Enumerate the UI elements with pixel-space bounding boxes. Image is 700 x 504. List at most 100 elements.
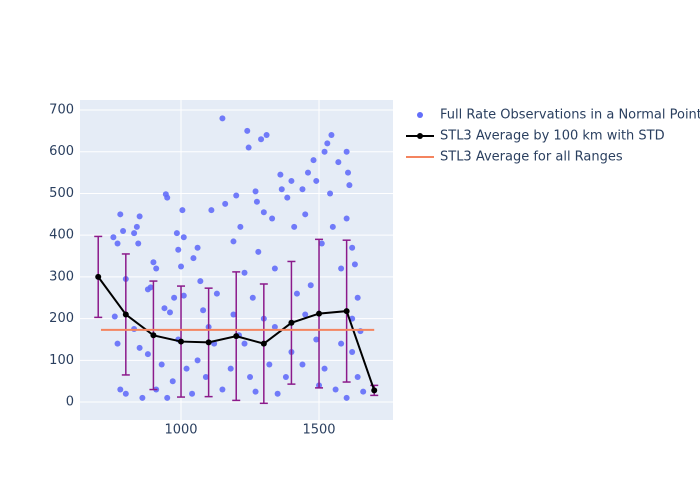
scatter-point — [332, 386, 339, 393]
scatter-point — [299, 186, 306, 193]
scatter-point — [179, 207, 186, 214]
scatter-point — [260, 209, 267, 216]
scatter-point — [329, 223, 336, 230]
y-tick-label: 300 — [49, 269, 74, 284]
scatter-point — [136, 213, 143, 220]
scatter-point — [252, 388, 259, 395]
scatter-point — [304, 169, 311, 176]
legend-label: Full Rate Observations in a Normal Point — [440, 108, 700, 123]
scatter-point — [354, 374, 361, 381]
scatter-point — [252, 188, 259, 195]
scatter-point — [299, 361, 306, 368]
scatter-point — [158, 361, 165, 368]
scatter-point — [194, 357, 201, 364]
scatter-point — [274, 390, 281, 397]
legend-marker — [417, 133, 423, 139]
legend-label: STL3 Average by 100 km with STD — [440, 129, 665, 144]
scatter-point — [277, 171, 284, 178]
scatter-point — [302, 311, 309, 318]
scatter-point — [114, 240, 121, 247]
scatter-point — [288, 177, 295, 184]
legend-label: STL3 Average for all Ranges — [440, 150, 623, 165]
y-tick-label: 200 — [49, 311, 74, 326]
scatter-point — [131, 230, 138, 237]
scatter-point — [164, 194, 171, 201]
scatter-point — [230, 238, 237, 245]
scatter-point — [360, 388, 367, 395]
scatter-point — [208, 207, 215, 214]
scatter-point — [255, 248, 262, 255]
scatter-point — [222, 200, 229, 207]
scatter-point — [321, 148, 328, 155]
scatter-point — [180, 292, 187, 299]
scatter-point — [338, 340, 345, 347]
scatter-point — [200, 307, 207, 314]
scatter-point — [271, 265, 278, 272]
scatter-point — [343, 215, 350, 222]
scatter-point — [169, 378, 176, 385]
scatter-point — [233, 192, 240, 199]
scatter-point — [153, 265, 160, 272]
scatter-point — [310, 157, 317, 164]
scatter-point — [183, 365, 190, 372]
scatter-point — [120, 228, 127, 235]
scatter-point — [302, 211, 309, 218]
legend-marker — [417, 112, 423, 118]
scatter-point — [197, 278, 204, 285]
scatter-point — [271, 323, 278, 330]
scatter-point — [247, 374, 254, 381]
x-tick-label: 1500 — [302, 423, 335, 438]
y-tick-label: 100 — [49, 353, 74, 368]
line-marker — [343, 308, 350, 315]
scatter-point — [313, 177, 320, 184]
scatter-point — [241, 269, 248, 276]
line-marker — [178, 338, 185, 345]
scatter-point — [237, 223, 244, 230]
scatter-point — [282, 374, 289, 381]
y-tick-label: 700 — [49, 103, 74, 118]
scatter-point — [258, 136, 265, 143]
scatter-point — [110, 234, 117, 241]
line-marker — [316, 310, 323, 317]
scatter-point — [175, 246, 182, 253]
scatter-point — [335, 159, 342, 166]
scatter-point — [343, 394, 350, 401]
line-marker — [122, 311, 129, 318]
line-marker — [260, 340, 267, 347]
scatter-point — [328, 132, 335, 139]
scatter-point — [241, 340, 248, 347]
line-marker — [205, 339, 212, 346]
scatter-point — [202, 374, 209, 381]
scatter-point — [194, 244, 201, 251]
scatter-point — [313, 336, 320, 343]
scatter-point — [249, 294, 256, 301]
scatter-point — [307, 282, 314, 289]
scatter-point — [227, 365, 234, 372]
scatter-point — [284, 194, 291, 201]
y-tick-label: 0 — [66, 395, 74, 410]
scatter-point — [213, 290, 220, 297]
line-marker — [233, 333, 240, 340]
scatter-point — [253, 198, 260, 205]
scatter-point — [114, 340, 121, 347]
scatter-point — [166, 309, 173, 316]
scatter-point — [349, 244, 356, 251]
y-tick-label: 500 — [49, 186, 74, 201]
scatter-point — [122, 390, 129, 397]
scatter-point — [269, 215, 276, 222]
scatter-point — [327, 190, 334, 197]
scatter-point — [180, 234, 187, 241]
line-marker — [371, 387, 378, 394]
scatter-point — [164, 394, 171, 401]
scatter-point — [293, 290, 300, 297]
line-marker — [288, 319, 295, 326]
scatter-point — [318, 240, 325, 247]
scatter-point — [117, 386, 124, 393]
scatter-point — [178, 263, 185, 270]
scatter-point — [144, 351, 151, 358]
scatter-point — [219, 115, 226, 122]
scatter-point — [345, 169, 352, 176]
scatter-point — [263, 132, 270, 139]
scatter-point — [161, 305, 168, 312]
